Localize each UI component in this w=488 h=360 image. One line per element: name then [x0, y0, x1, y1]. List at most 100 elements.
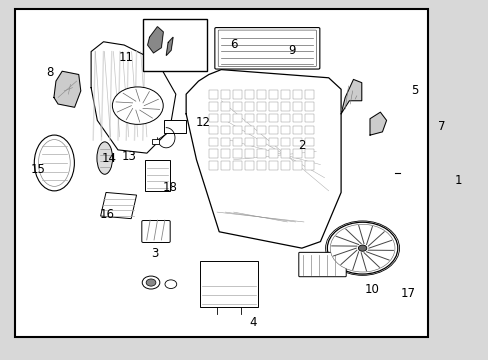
- Bar: [244, 126, 253, 134]
- Text: 8: 8: [46, 66, 54, 78]
- Text: 12: 12: [195, 116, 210, 129]
- Text: 6: 6: [229, 39, 237, 51]
- Text: 15: 15: [30, 163, 45, 176]
- Bar: [164, 121, 185, 134]
- Bar: [144, 160, 169, 191]
- Bar: [221, 138, 229, 146]
- Circle shape: [146, 279, 156, 286]
- Bar: [304, 90, 313, 99]
- Bar: [232, 126, 241, 134]
- Text: 3: 3: [151, 247, 159, 260]
- Ellipse shape: [39, 140, 70, 186]
- Bar: [256, 90, 265, 99]
- Text: 5: 5: [410, 84, 417, 96]
- Bar: [208, 90, 217, 99]
- Bar: [221, 114, 229, 122]
- Polygon shape: [341, 80, 361, 114]
- Bar: [244, 161, 253, 170]
- Text: 17: 17: [400, 287, 415, 300]
- Bar: [280, 161, 289, 170]
- Bar: [208, 114, 217, 122]
- Bar: [208, 102, 217, 111]
- Bar: [232, 161, 241, 170]
- Bar: [292, 161, 301, 170]
- Text: 9: 9: [288, 44, 295, 57]
- Text: 7: 7: [437, 120, 444, 132]
- Bar: [280, 126, 289, 134]
- Bar: [244, 149, 253, 158]
- Circle shape: [164, 280, 176, 288]
- Bar: [268, 161, 277, 170]
- Bar: [256, 161, 265, 170]
- Text: 1: 1: [454, 174, 461, 186]
- Bar: [304, 114, 313, 122]
- Bar: [280, 138, 289, 146]
- Bar: [256, 138, 265, 146]
- Ellipse shape: [34, 135, 74, 191]
- FancyBboxPatch shape: [218, 30, 316, 67]
- Text: 16: 16: [99, 208, 114, 221]
- Text: 10: 10: [364, 283, 378, 296]
- Bar: [292, 90, 301, 99]
- Bar: [256, 126, 265, 134]
- FancyBboxPatch shape: [298, 252, 346, 277]
- Polygon shape: [166, 37, 173, 55]
- FancyBboxPatch shape: [142, 221, 170, 243]
- Polygon shape: [369, 112, 386, 135]
- Bar: [304, 102, 313, 111]
- Bar: [232, 149, 241, 158]
- Circle shape: [358, 245, 366, 251]
- Bar: [304, 138, 313, 146]
- Bar: [268, 102, 277, 111]
- Bar: [244, 114, 253, 122]
- Bar: [256, 149, 265, 158]
- Bar: [292, 138, 301, 146]
- Text: 11: 11: [118, 51, 133, 64]
- Bar: [244, 90, 253, 99]
- Bar: [244, 102, 253, 111]
- Bar: [280, 149, 289, 158]
- Bar: [232, 114, 241, 122]
- Bar: [292, 126, 301, 134]
- Bar: [232, 102, 241, 111]
- Bar: [268, 149, 277, 158]
- Text: 2: 2: [298, 139, 305, 152]
- Bar: [292, 114, 301, 122]
- Bar: [268, 90, 277, 99]
- Bar: [256, 102, 265, 111]
- Text: 4: 4: [249, 316, 256, 329]
- Polygon shape: [54, 71, 81, 107]
- Bar: [280, 114, 289, 122]
- FancyBboxPatch shape: [214, 28, 319, 69]
- Bar: [208, 149, 217, 158]
- Bar: [151, 139, 159, 144]
- Bar: [142, 19, 206, 71]
- Bar: [208, 161, 217, 170]
- Bar: [221, 126, 229, 134]
- Bar: [232, 90, 241, 99]
- Polygon shape: [91, 42, 176, 153]
- Bar: [268, 138, 277, 146]
- Bar: [221, 90, 229, 99]
- Bar: [292, 149, 301, 158]
- Bar: [268, 114, 277, 122]
- Bar: [232, 138, 241, 146]
- Bar: [304, 161, 313, 170]
- Text: 18: 18: [163, 181, 177, 194]
- Bar: [292, 102, 301, 111]
- Circle shape: [329, 224, 394, 272]
- Bar: [208, 138, 217, 146]
- Bar: [200, 261, 258, 307]
- Bar: [221, 161, 229, 170]
- Polygon shape: [186, 69, 341, 248]
- Bar: [280, 90, 289, 99]
- Bar: [221, 102, 229, 111]
- Text: 14: 14: [101, 152, 116, 165]
- Bar: [256, 114, 265, 122]
- Bar: [221, 149, 229, 158]
- Text: 13: 13: [121, 150, 136, 163]
- Bar: [208, 126, 217, 134]
- Circle shape: [326, 222, 397, 274]
- Bar: [15, 9, 427, 337]
- Bar: [280, 102, 289, 111]
